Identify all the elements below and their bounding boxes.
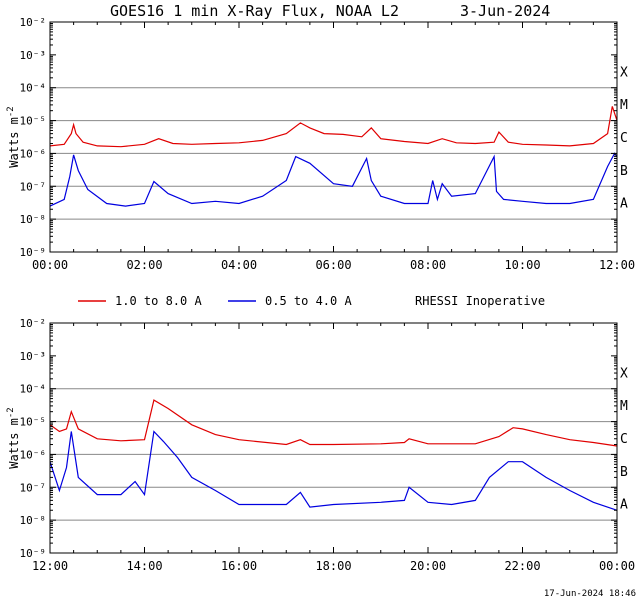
y-tick-label: 10⁻⁷ bbox=[20, 180, 47, 193]
flare-class-label: B bbox=[620, 465, 628, 480]
x-tick-label: 10:00 bbox=[504, 258, 540, 272]
legend-label-short: 0.5 to 4.0 A bbox=[265, 294, 352, 308]
x-tick-label: 12:00 bbox=[599, 258, 635, 272]
series-line-short bbox=[49, 430, 618, 511]
x-tick-label: 04:00 bbox=[221, 258, 257, 272]
panel-bottom: 10⁻⁹ 10⁻⁸ 10⁻⁷ 10⁻⁶ 10⁻⁵ 10⁻⁴ 10⁻³ 10⁻² A B C M X 12:… bbox=[6, 317, 635, 573]
x-tick-label: 16:00 bbox=[221, 559, 257, 573]
flare-class-label: A bbox=[620, 197, 628, 212]
x-tick-label: 06:00 bbox=[315, 258, 351, 272]
x-tick-label: 18:00 bbox=[315, 559, 351, 573]
y-tick-label: 10⁻⁴ bbox=[20, 383, 47, 396]
flare-class-label: X bbox=[620, 65, 628, 80]
legend-label-long: 1.0 to 8.0 A bbox=[115, 294, 202, 308]
y-tick-label: 10⁻⁶ bbox=[20, 147, 47, 160]
y-tick-label: 10⁻⁶ bbox=[20, 448, 47, 461]
y-tick-label: 10⁻⁸ bbox=[20, 213, 47, 226]
rhessi-note: RHESSI Inoperative bbox=[415, 294, 545, 308]
y-tick-label: 10⁻³ bbox=[20, 49, 47, 62]
y-tick-label: 10⁻² bbox=[20, 317, 47, 330]
y-tick-label: 10⁻⁹ bbox=[20, 246, 47, 259]
y-axis-label: Watts m-2 bbox=[6, 407, 21, 468]
x-tick-label: 00:00 bbox=[599, 559, 635, 573]
plot-frame bbox=[49, 322, 618, 554]
y-tick-label: 10⁻² bbox=[20, 16, 47, 29]
y-tick-label: 10⁻⁹ bbox=[20, 547, 47, 560]
chart-title: GOES16 1 min X-Ray Flux, NOAA L2 bbox=[110, 2, 399, 20]
flare-class-label: M bbox=[620, 98, 628, 113]
x-tick-label: 08:00 bbox=[410, 258, 446, 272]
x-tick-label: 22:00 bbox=[504, 559, 540, 573]
y-tick-label: 10⁻⁵ bbox=[20, 115, 47, 128]
x-tick-label: 02:00 bbox=[126, 258, 162, 272]
series-line-long bbox=[49, 399, 618, 447]
x-tick-label: 12:00 bbox=[32, 559, 68, 573]
y-tick-label: 10⁻⁴ bbox=[20, 82, 47, 95]
y-tick-label: 10⁻⁸ bbox=[20, 514, 47, 527]
y-tick-label: 10⁻³ bbox=[20, 350, 47, 363]
flare-class-label: B bbox=[620, 164, 628, 179]
plot-frame bbox=[49, 21, 618, 253]
flare-class-label: X bbox=[620, 366, 628, 381]
flare-class-label: C bbox=[620, 131, 628, 146]
series-line-short bbox=[49, 152, 618, 207]
legend: 1.0 to 8.0 A 0.5 to 4.0 A RHESSI Inopera… bbox=[78, 294, 545, 308]
y-axis-label: Watts m-2 bbox=[6, 106, 21, 167]
flare-class-label: A bbox=[620, 498, 628, 513]
x-tick-label: 20:00 bbox=[410, 559, 446, 573]
flare-class-label: M bbox=[620, 399, 628, 414]
flare-class-label: C bbox=[620, 432, 628, 447]
x-tick-label: 14:00 bbox=[126, 559, 162, 573]
series-line-long bbox=[49, 106, 618, 148]
generated-timestamp: 17-Jun-2024 18:46 bbox=[544, 589, 636, 599]
panel-top: 10⁻⁹ 10⁻⁸ 10⁻⁷ 10⁻⁶ 10⁻⁵ 10⁻⁴ 10⁻³ 10⁻² A B C M X 00:… bbox=[6, 16, 635, 272]
y-tick-label: 10⁻⁷ bbox=[20, 481, 47, 494]
y-tick-label: 10⁻⁵ bbox=[20, 416, 47, 429]
chart-date: 3-Jun-2024 bbox=[460, 2, 550, 20]
x-tick-label: 00:00 bbox=[32, 258, 68, 272]
